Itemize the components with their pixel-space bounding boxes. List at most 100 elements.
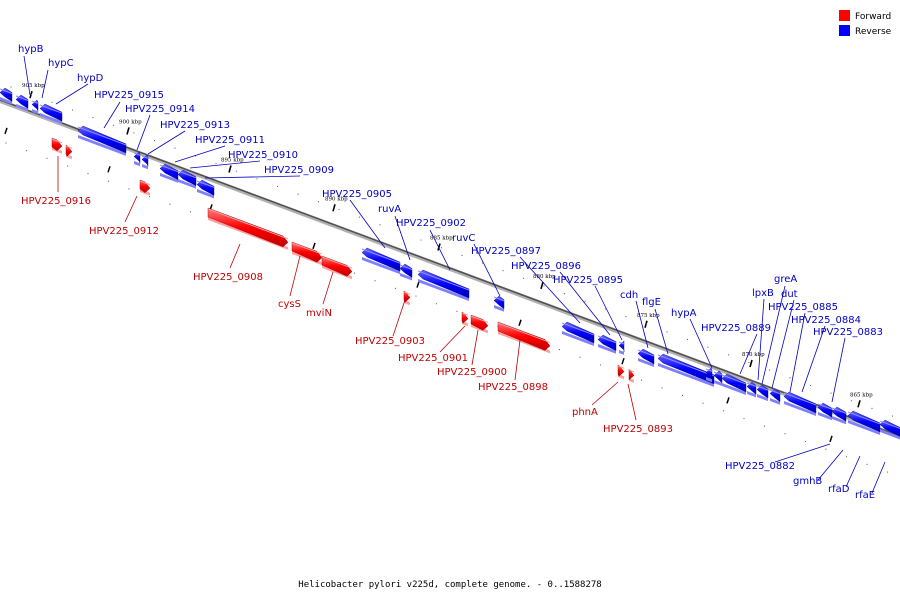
reverse-gene-hypa: hypA (671, 308, 713, 369)
reverse-gene-hpv225-0895-text: HPV225_0895 (553, 275, 623, 286)
reverse-gene-lpxb-text: lpxB (752, 288, 774, 299)
reverse-gene-block (713, 370, 723, 386)
reverse-gene-block (637, 348, 655, 367)
scale-dot (317, 201, 320, 203)
forward-gene-block (321, 255, 353, 280)
reverse-gene-block (769, 388, 781, 405)
reverse-gene-ruvc: ruvC (452, 233, 501, 297)
forward-gene-hpv225-0908-text: HPV225_0908 (193, 272, 263, 283)
ruler-tick-label: 895 kbp (221, 157, 244, 163)
scale-dot (727, 354, 730, 356)
scale-dot (866, 463, 868, 465)
scale-dot (625, 315, 627, 318)
forward-gene-block (65, 144, 73, 160)
scale-dot (830, 392, 832, 394)
reverse-gene-hpv225-0913-text: HPV225_0913 (160, 120, 230, 131)
reverse-gene-hpv225-0889-text: HPV225_0889 (701, 323, 771, 334)
reverse-gene-hpv225-0882: HPV225_0882 (725, 443, 831, 472)
ruler-tick-label: 880 kbp (533, 274, 556, 280)
forward-gene-block (628, 368, 635, 383)
ruler-tick-880-kbp: 880 kbp (533, 274, 556, 290)
reverse-gene-hpv225-0910-text: HPV225_0910 (228, 150, 298, 161)
scale-dot (558, 349, 561, 351)
scale-dot (804, 440, 807, 443)
forward-gene-block (461, 311, 469, 327)
forward-gene-hpv225-0912: HPV225_0912 (89, 195, 159, 237)
reverse-gene-block (831, 406, 847, 425)
reverse-gene-block (196, 179, 215, 199)
reverse-gene-hpv225-0902-text: HPV225_0902 (396, 218, 466, 229)
reverse-gene-block (31, 99, 39, 115)
reverse-gene-block (561, 321, 595, 346)
reverse-gene-hpv225-0915-text: HPV225_0915 (94, 90, 164, 101)
lower-tick (107, 166, 111, 173)
reverse-gene-hpv225-0885-text: HPV225_0885 (768, 302, 838, 313)
scale-dot (461, 254, 463, 256)
scale-dot (128, 188, 130, 190)
scale-dot (215, 162, 217, 165)
scale-dot (645, 323, 648, 325)
reverse-gene-hypa-text: hypA (671, 308, 697, 319)
scale-dot (87, 172, 89, 175)
lower-tick (416, 281, 420, 288)
forward-gene-hpv225-0900: HPV225_0900 (437, 329, 507, 378)
reverse-gene-grea: greA (761, 274, 797, 385)
reverse-gene-hpv225-0884-text: HPV225_0884 (791, 315, 861, 326)
scale-dot (789, 377, 791, 379)
scale-dot (107, 180, 110, 182)
reverse-gene-hpv225-0896: HPV225_0896 (511, 261, 611, 336)
scale-dot (666, 331, 668, 333)
reverse-gene-block (657, 353, 715, 387)
ruler-tick-870-kbp: 870 kbp (742, 352, 765, 368)
forward-gene-hpv225-0912-text: HPV225_0912 (89, 226, 159, 237)
scale-dot (435, 303, 438, 305)
scale-dot (46, 157, 48, 159)
scale-dot (71, 109, 74, 111)
reverse-gene-hpv225-0883-text: HPV225_0883 (813, 327, 883, 338)
reverse-gene-block (705, 367, 713, 383)
reverse-gene-lpxb: lpxB (752, 288, 774, 381)
forward-gene-hpv225-0901: HPV225_0901 (398, 325, 468, 364)
forward-gene-cyss-text: cysS (278, 299, 301, 310)
scale-dot (133, 132, 135, 134)
map-caption: Helicobacter pylori v225d, complete geno… (298, 580, 601, 590)
reverse-gene-dut: dut (771, 289, 798, 389)
reverse-gene-hypc-text: hypC (48, 58, 74, 69)
ruler-tick-885-kbp: 885 kbp (430, 236, 453, 251)
scale-dot (584, 300, 586, 302)
reverse-gene-hpv225-0909: HPV225_0909 (204, 165, 334, 179)
scale-dot (51, 101, 53, 103)
lower-tick (4, 127, 8, 135)
ruler-tick-890-kbp: 890 kbp (325, 196, 348, 212)
reverse-gene-block (417, 269, 470, 302)
forward-gene-hpv225-0901-text: HPV225_0901 (398, 353, 468, 364)
reverse-gene-block (141, 154, 149, 170)
scale-dot (886, 471, 889, 473)
scale-dot (543, 285, 545, 287)
forward-gene-cyss: cysS (278, 255, 301, 310)
forward-strand-genes: HPV225_0916 HPV225_0912 HPV225_0908 cysS mvi… (21, 137, 673, 435)
ruler-tick-895-kbp: 895 kbp (221, 157, 244, 173)
ruler-tick-label: 875 kbp (637, 313, 660, 319)
lower-tick (312, 242, 316, 250)
ruler-tick-label: 890 kbp (325, 196, 348, 202)
reverse-gene-block (15, 94, 29, 112)
forward-gene-phna-text: phnA (572, 407, 598, 418)
reverse-gene-gmhb-text: gmhB (793, 476, 822, 487)
scale-dot (66, 165, 69, 167)
forward-gene-block (470, 314, 489, 334)
lower-tick (518, 319, 522, 326)
reverse-gene-block (177, 169, 197, 189)
reverse-gene-hpv225-0910: HPV225_0910 (189, 150, 298, 169)
legend-forward-swatch (839, 10, 850, 21)
scale-dot (174, 147, 176, 149)
scale-dot (30, 94, 33, 96)
scale-dot (502, 270, 504, 272)
reverse-gene-hpv225-0897-text: HPV225_0897 (471, 246, 541, 257)
reverse-gene-block (159, 163, 179, 183)
reverse-gene-cdh: cdh (620, 290, 649, 349)
reverse-gene-block (721, 373, 747, 395)
scale-dot (599, 364, 602, 366)
